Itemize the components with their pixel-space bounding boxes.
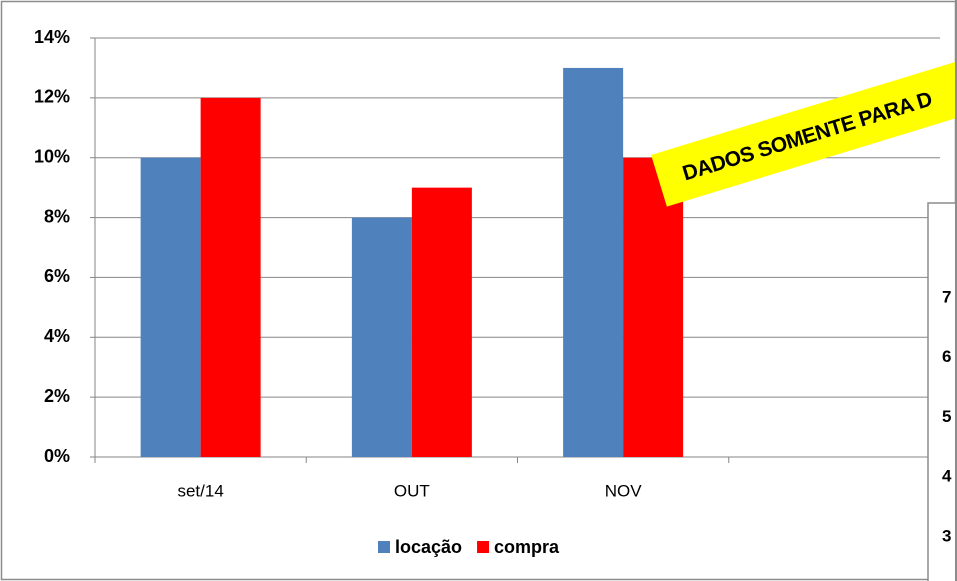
y-tick-label: 10%	[34, 146, 70, 166]
x-tick-label: OUT	[394, 481, 430, 500]
bar	[140, 157, 201, 457]
legend-label: compra	[494, 537, 560, 557]
bar	[623, 157, 684, 457]
frame-edge	[955, 0, 957, 581]
legend-swatch	[477, 541, 490, 553]
y-tick-label: 14%	[34, 27, 70, 47]
x-tick-label: set/14	[177, 481, 223, 500]
legend-swatch	[378, 541, 390, 553]
y-tick-label: 0%	[44, 446, 70, 466]
bar	[351, 217, 412, 457]
bar	[563, 67, 624, 457]
y-tick-label: 8%	[44, 206, 70, 226]
y-tick-label: 6%	[44, 266, 70, 286]
overlay-label: 5	[942, 407, 951, 426]
overlay-label: 6	[942, 347, 951, 366]
y-tick-label: 4%	[44, 326, 70, 346]
x-tick-label: NOV	[605, 481, 643, 500]
y-tick-label: 2%	[44, 386, 70, 406]
bar	[200, 97, 261, 457]
bar	[411, 187, 472, 457]
watermark-band	[651, 55, 957, 207]
overlay-chart	[927, 202, 957, 581]
overlay-label: 7	[942, 287, 951, 306]
overlay-label: 4	[942, 467, 952, 486]
y-tick-label: 12%	[34, 87, 70, 107]
overlay-label: 3	[942, 526, 951, 545]
legend-label: locação	[395, 537, 462, 557]
